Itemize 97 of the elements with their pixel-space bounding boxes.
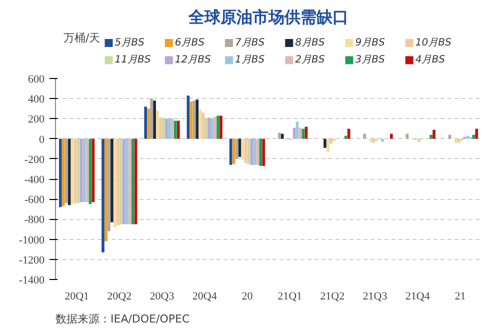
bar (296, 122, 299, 139)
y-tick-label: -800 (24, 214, 45, 226)
bar (198, 110, 202, 139)
bar (204, 118, 208, 139)
bar (280, 134, 284, 139)
bar (475, 128, 478, 139)
y-axis-title: 万桶/天 (64, 32, 100, 44)
x-tick-label: 20Q1 (64, 290, 90, 302)
bar (390, 134, 393, 139)
bar (196, 100, 199, 139)
legend-label: 7月BS (235, 37, 266, 48)
bar (147, 108, 150, 139)
x-tick-label: 21Q3 (362, 290, 388, 302)
bar (466, 136, 470, 139)
bar (472, 134, 476, 139)
y-tick-label: -600 (24, 194, 45, 206)
x-tick-label: 20Q2 (107, 290, 132, 302)
bar (208, 118, 210, 139)
bar (104, 138, 108, 242)
bar (171, 118, 174, 139)
y-tick-label: 400 (28, 94, 45, 106)
legend-label: 1月BS (235, 54, 266, 66)
bar (406, 134, 409, 139)
y-tick-label: -1200 (18, 254, 45, 266)
bar (253, 138, 256, 165)
x-tick-label: 21Q2 (320, 290, 345, 302)
legend-label: 2月BS (295, 54, 326, 66)
bar (298, 128, 302, 139)
bar (156, 110, 159, 139)
chart-title: 全球原油市场供需缺口 (188, 8, 348, 26)
bar (369, 138, 372, 142)
x-tick-label: 20Q4 (192, 290, 218, 302)
y-tick-label: 0 (39, 134, 45, 146)
bar (220, 116, 222, 139)
bar (165, 118, 168, 139)
bar (116, 138, 120, 226)
bar (176, 120, 180, 139)
bar (58, 138, 62, 208)
y-tick-label: -200 (24, 154, 45, 166)
bar (144, 106, 148, 139)
x-tick-label: 21Q4 (405, 290, 430, 302)
bar (278, 132, 281, 139)
y-tick-label: 600 (28, 74, 45, 86)
bar (102, 138, 104, 252)
bar (174, 120, 177, 139)
x-tick-label: 21 (454, 290, 466, 302)
bar (119, 138, 122, 224)
bar (214, 116, 216, 139)
legend-label: 10月BS (415, 37, 452, 48)
legend-label: 4月BS (415, 54, 446, 66)
legend-label: 5月BS (114, 37, 145, 48)
bar (372, 138, 375, 143)
bar (110, 138, 114, 222)
bar (125, 138, 128, 224)
bar (62, 138, 65, 206)
bar (418, 138, 421, 142)
bar (108, 138, 110, 232)
bar (114, 138, 116, 228)
bar (381, 138, 384, 142)
y-tick-label: -1000 (18, 234, 45, 246)
legend-label: 6月BS (174, 37, 206, 48)
bar (326, 138, 330, 152)
bar (304, 126, 308, 139)
legend-label: 8月BS (295, 37, 326, 48)
legend-label: 12月BS (174, 54, 212, 66)
x-tick-label: 20 (242, 290, 254, 302)
bar (128, 138, 132, 224)
bar (430, 134, 432, 139)
bar (68, 138, 71, 206)
bar (153, 100, 156, 139)
y-tick-label: -400 (24, 174, 45, 186)
source-note: 数据来源：IEA/DOE/OPEC (56, 312, 190, 326)
bar (159, 118, 162, 139)
bar (262, 138, 266, 166)
x-tick-label: 20Q3 (150, 290, 175, 302)
bar (292, 128, 296, 139)
bar (64, 138, 68, 204)
y-tick-label: 200 (28, 114, 45, 126)
bar (329, 138, 332, 144)
bar (256, 138, 260, 165)
bar (150, 98, 153, 139)
bar (168, 118, 171, 139)
legend-label: 11月BS (114, 54, 152, 66)
bar (259, 138, 262, 166)
bar (363, 134, 366, 139)
bar (432, 130, 436, 139)
bar (202, 112, 205, 139)
bar (122, 138, 126, 224)
x-tick-label: 21Q1 (278, 290, 302, 302)
bar (192, 100, 196, 139)
bar (210, 118, 214, 139)
bar (324, 138, 326, 148)
legend-label: 9月BS (355, 37, 386, 48)
bar (162, 118, 165, 139)
y-tick-label: -1400 (18, 274, 45, 286)
bar (216, 116, 220, 139)
legend-label: 3月BS (355, 54, 386, 66)
